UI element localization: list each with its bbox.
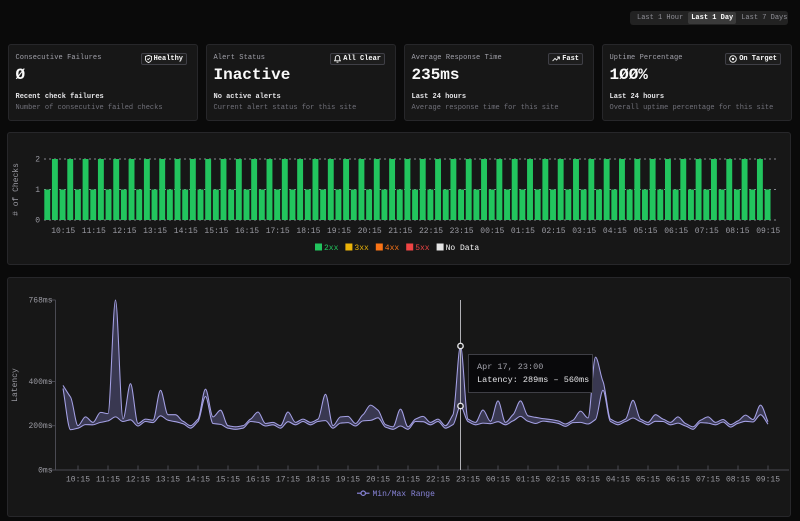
svg-text:14:15: 14:15 (174, 227, 198, 236)
svg-text:07:15: 07:15 (695, 227, 719, 236)
svg-text:20:15: 20:15 (358, 227, 382, 236)
svg-text:10:15: 10:15 (51, 227, 75, 236)
svg-text:2xx: 2xx (324, 244, 339, 253)
svg-text:12:15: 12:15 (112, 227, 136, 236)
svg-text:17:15: 17:15 (266, 227, 290, 236)
svg-text:15:15: 15:15 (216, 476, 240, 485)
svg-text:00:15: 00:15 (480, 227, 504, 236)
svg-text:10:15: 10:15 (66, 476, 90, 485)
svg-text:08:15: 08:15 (725, 227, 749, 236)
svg-text:11:15: 11:15 (82, 227, 106, 236)
svg-text:0ms: 0ms (38, 467, 53, 476)
svg-text:09:15: 09:15 (756, 476, 780, 485)
svg-text:18:15: 18:15 (296, 227, 320, 236)
svg-text:03:15: 03:15 (572, 227, 596, 236)
svg-text:22:15: 22:15 (426, 476, 450, 485)
svg-text:05:15: 05:15 (636, 476, 660, 485)
svg-text:3xx: 3xx (354, 244, 369, 253)
svg-text:13:15: 13:15 (156, 476, 180, 485)
svg-text:21:15: 21:15 (396, 476, 420, 485)
svg-text:00:15: 00:15 (486, 476, 510, 485)
svg-text:01:15: 01:15 (511, 227, 535, 236)
svg-text:01:15: 01:15 (516, 476, 540, 485)
svg-text:19:15: 19:15 (336, 476, 360, 485)
svg-text:2: 2 (35, 156, 40, 165)
svg-text:02:15: 02:15 (546, 476, 570, 485)
svg-text:03:15: 03:15 (576, 476, 600, 485)
svg-text:15:15: 15:15 (204, 227, 228, 236)
svg-text:21:15: 21:15 (388, 227, 412, 236)
svg-text:09:15: 09:15 (756, 227, 780, 236)
svg-text:200ms: 200ms (28, 422, 52, 431)
svg-text:02:15: 02:15 (542, 227, 566, 236)
svg-text:20:15: 20:15 (366, 476, 390, 485)
svg-text:05:15: 05:15 (633, 227, 657, 236)
svg-text:12:15: 12:15 (126, 476, 150, 485)
svg-text:Latency: Latency (11, 368, 20, 402)
svg-text:0: 0 (35, 217, 40, 226)
svg-text:Min/Max Range: Min/Max Range (373, 490, 436, 499)
svg-text:22:15: 22:15 (419, 227, 443, 236)
svg-text:23:15: 23:15 (450, 227, 474, 236)
svg-text:16:15: 16:15 (235, 227, 259, 236)
svg-text:08:15: 08:15 (726, 476, 750, 485)
svg-text:4xx: 4xx (385, 244, 400, 253)
svg-text:11:15: 11:15 (96, 476, 120, 485)
svg-text:768ms: 768ms (28, 297, 52, 306)
svg-text:04:15: 04:15 (603, 227, 627, 236)
svg-text:5xx: 5xx (415, 244, 430, 253)
svg-text:23:15: 23:15 (456, 476, 480, 485)
svg-text:14:15: 14:15 (186, 476, 210, 485)
svg-text:07:15: 07:15 (696, 476, 720, 485)
svg-text:06:15: 06:15 (666, 476, 690, 485)
svg-text:19:15: 19:15 (327, 227, 351, 236)
svg-text:18:15: 18:15 (306, 476, 330, 485)
svg-text:04:15: 04:15 (606, 476, 630, 485)
svg-text:16:15: 16:15 (246, 476, 270, 485)
svg-text:17:15: 17:15 (276, 476, 300, 485)
svg-text:400ms: 400ms (28, 378, 52, 387)
svg-text:13:15: 13:15 (143, 227, 167, 236)
svg-text:No Data: No Data (446, 244, 480, 253)
svg-text:06:15: 06:15 (664, 227, 688, 236)
svg-text:# of Checks: # of Checks (12, 163, 21, 216)
svg-text:1: 1 (35, 186, 40, 195)
